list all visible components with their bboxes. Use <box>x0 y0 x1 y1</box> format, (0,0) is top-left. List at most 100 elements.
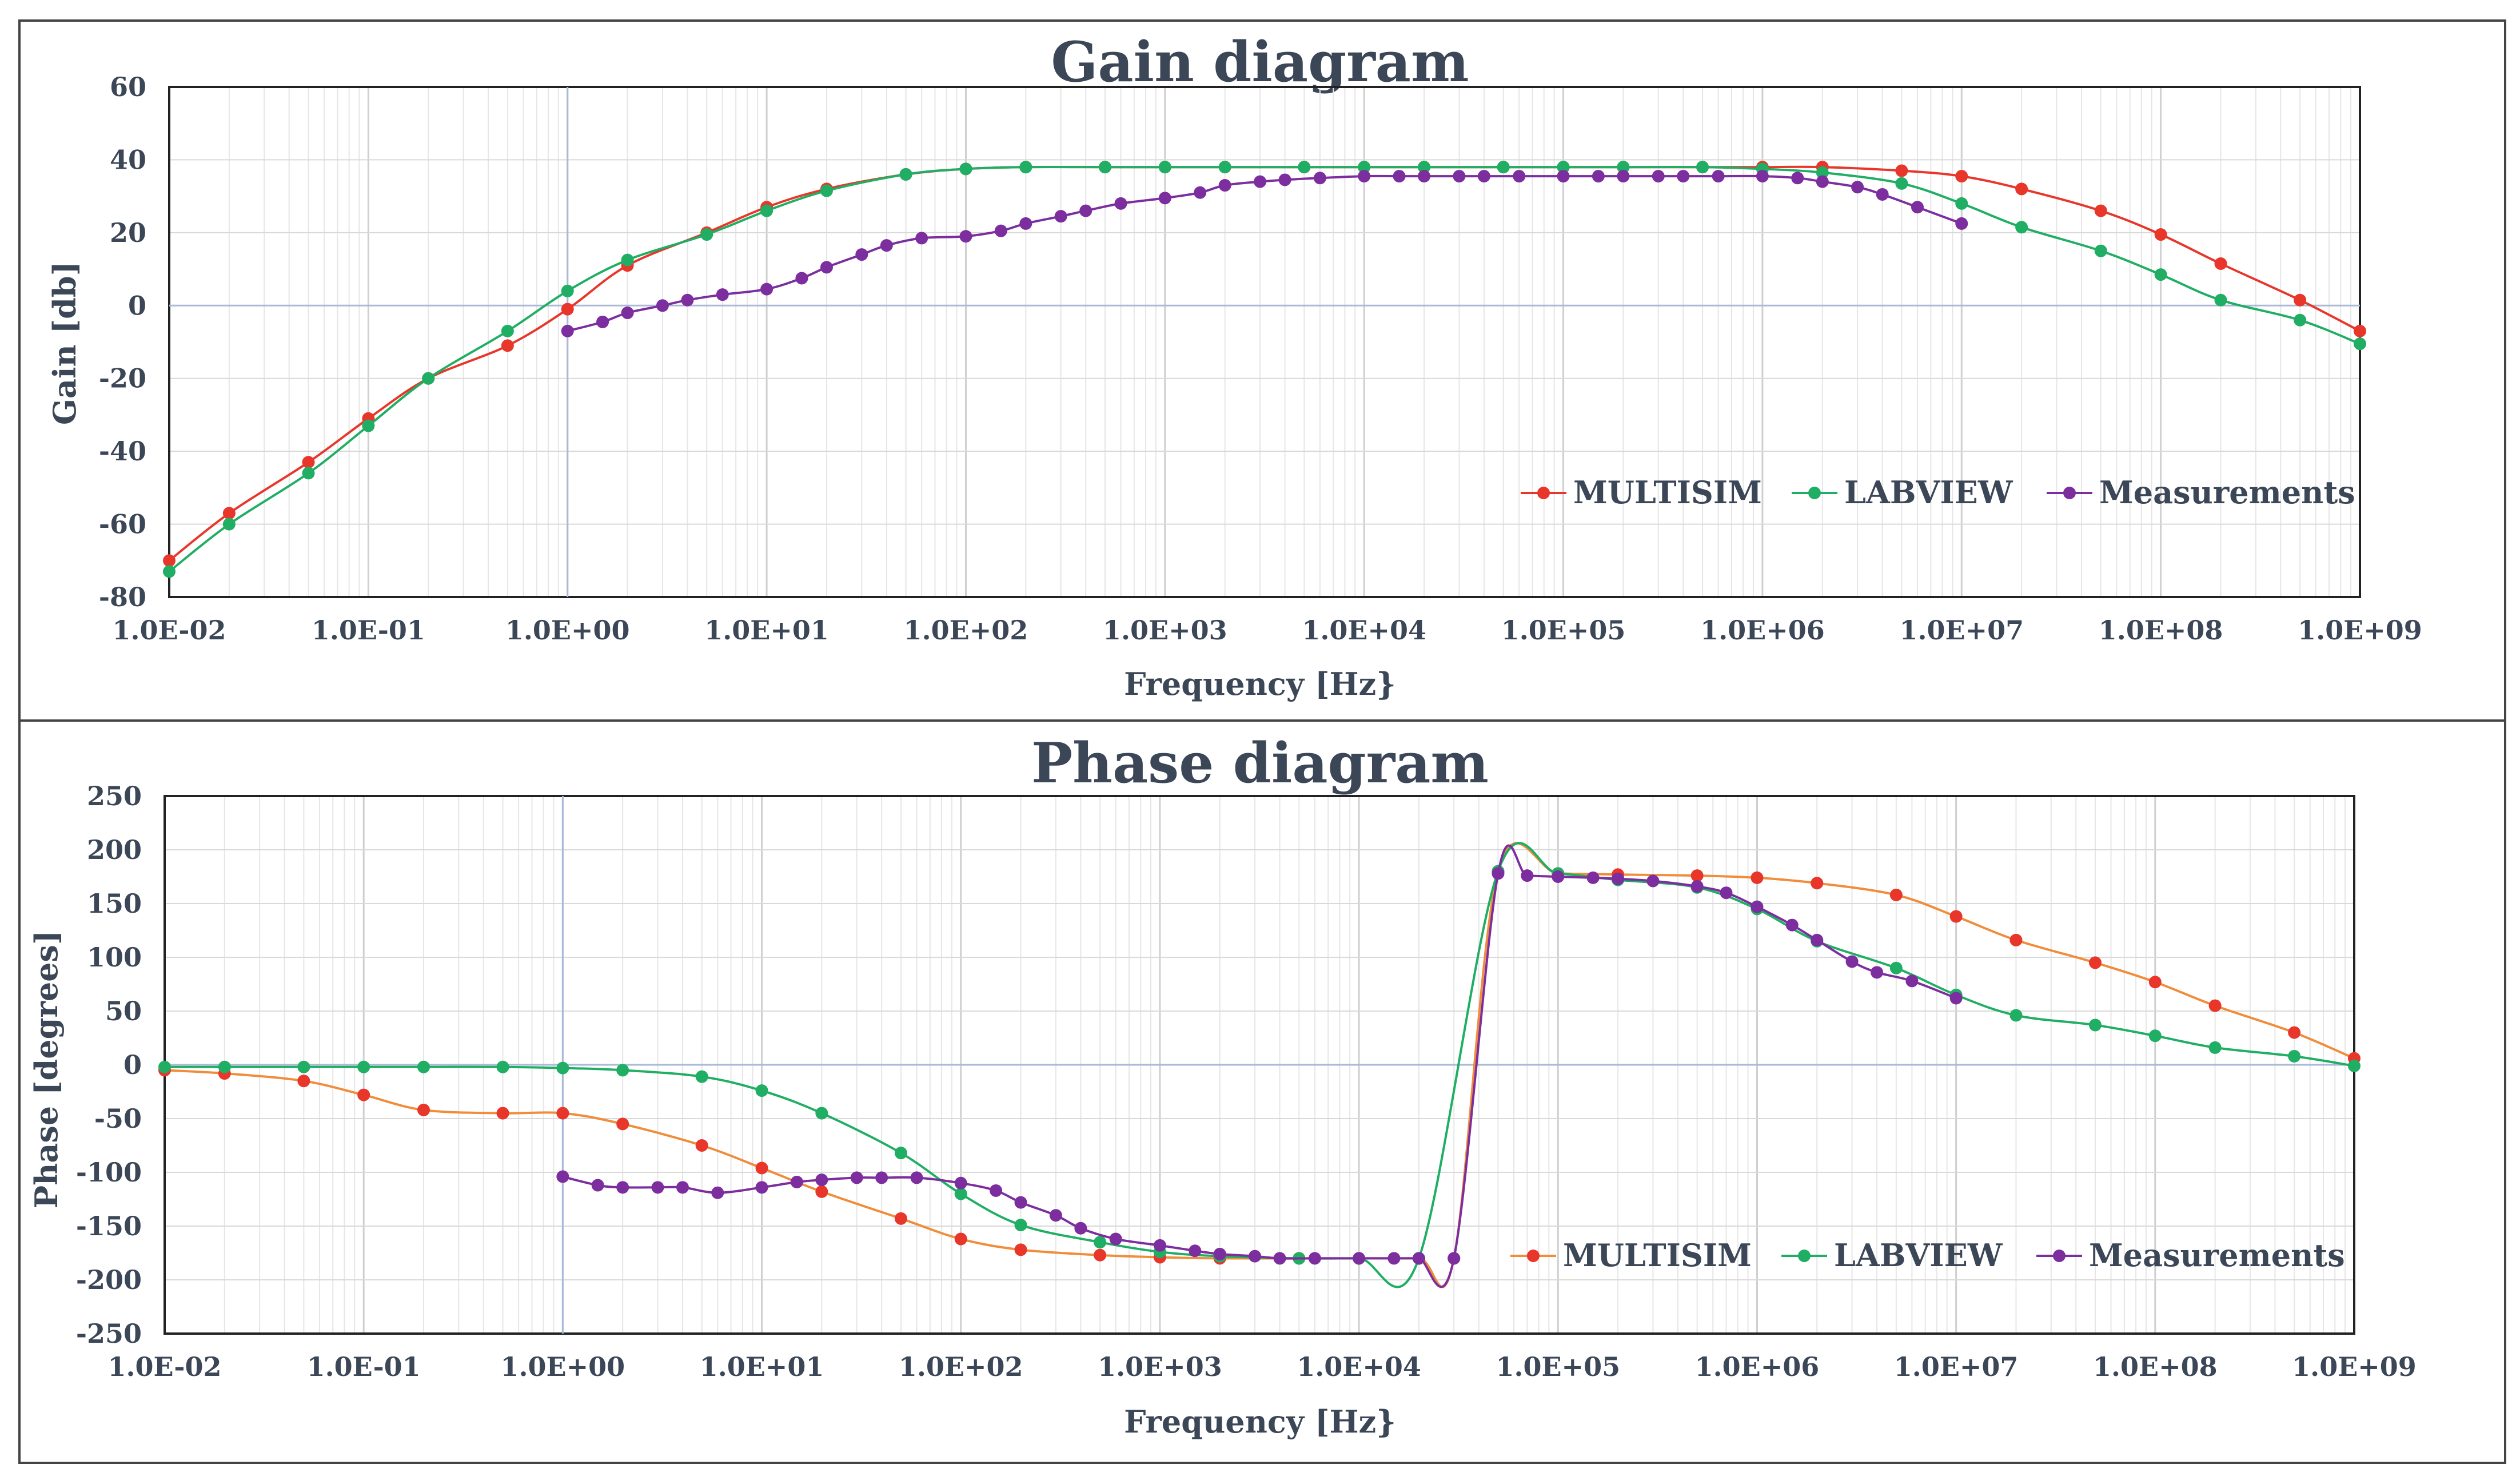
gain-legend-item-labview: LABVIEW <box>1792 474 2013 511</box>
phase-point-measurements <box>910 1171 923 1184</box>
gain-point-measurements <box>1358 170 1371 183</box>
phase-y-tick-label: 200 <box>87 834 142 865</box>
gain-point-measurements <box>1712 170 1725 183</box>
phase-point-multisim <box>1094 1248 1107 1262</box>
gain-legend-item-multisim: MULTISIM <box>1521 474 1762 511</box>
phase-point-multisim <box>2009 933 2023 946</box>
gain-point-measurements <box>1453 170 1466 183</box>
gain-point-labview <box>2294 313 2307 327</box>
gain-point-measurements <box>1218 179 1231 192</box>
gain-x-tick-label: 1.0E-02 <box>112 615 226 646</box>
phase-point-measurements <box>1273 1252 1286 1265</box>
gain-point-labview <box>1696 161 1709 174</box>
phase-x-tick-label: 1.0E+09 <box>2292 1351 2417 1382</box>
phase-point-multisim <box>1889 888 1903 901</box>
phase-series <box>158 842 2360 1288</box>
phase-point-measurements <box>591 1179 604 1192</box>
gain-point-measurements <box>855 248 868 261</box>
phase-point-multisim <box>954 1232 967 1246</box>
phase-point-multisim <box>1751 871 1764 884</box>
gain-y-tick-label: -60 <box>99 509 146 540</box>
gain-point-measurements <box>880 239 893 252</box>
gain-point-labview <box>2015 221 2028 234</box>
phase-point-measurements <box>1871 966 1884 979</box>
phase-point-multisim <box>2288 1026 2301 1039</box>
phase-point-measurements <box>1387 1252 1401 1265</box>
phase-x-tick-label: 1.0E+07 <box>1894 1351 2019 1382</box>
gain-point-multisim <box>2015 182 2028 196</box>
gain-point-multisim <box>2294 293 2307 307</box>
gain-point-multisim <box>561 303 574 316</box>
phase-point-measurements <box>1014 1196 1027 1209</box>
gain-point-labview <box>2094 244 2107 257</box>
phase-x-tick-label: 1.0E+03 <box>1098 1351 1222 1382</box>
gain-x-tick-label: 1.0E+03 <box>1103 615 1227 646</box>
phase-point-measurements <box>850 1171 863 1184</box>
phase-point-measurements <box>1785 918 1799 932</box>
phase-point-labview <box>2009 1009 2023 1022</box>
gain-y-axis-title: Gain [db] <box>46 261 83 425</box>
phase-point-measurements <box>1074 1222 1087 1235</box>
gain-x-tick-label: 1.0E-01 <box>312 615 425 646</box>
phase-y-tick-labels: 250 200 150 100 50 0 -50 -100 -150 -200 -250 <box>76 781 142 1349</box>
phase-point-measurements <box>1586 871 1600 884</box>
gain-point-measurements <box>760 283 773 296</box>
phase-y-tick-label: 250 <box>87 781 142 811</box>
phase-point-labview <box>158 1060 171 1073</box>
phase-x-tick-labels: 1.0E-02 1.0E-01 1.0E+00 1.0E+01 1.0E+02 1.0E+… <box>107 1351 2416 1382</box>
phase-point-multisim <box>2089 956 2102 969</box>
gain-series <box>163 161 2366 578</box>
phase-point-labview <box>496 1060 509 1073</box>
gain-point-labview <box>820 184 833 197</box>
phase-chart-title: Phase diagram <box>1031 731 1489 795</box>
gain-point-measurements <box>561 324 574 337</box>
gain-point-measurements <box>1477 170 1490 183</box>
gain-point-labview <box>959 162 972 176</box>
gain-point-measurements <box>1114 197 1127 210</box>
gain-point-measurements <box>1194 186 1207 199</box>
gain-point-labview <box>222 518 236 531</box>
phase-y-tick-label: 0 <box>123 1049 142 1080</box>
gain-chart: Gain diagram 60 40 20 0 -20 -40 -60 -80 1.0E-02… <box>18 19 2506 722</box>
phase-point-labview <box>616 1064 629 1077</box>
gain-point-multisim <box>302 456 315 469</box>
phase-point-measurements <box>1213 1247 1226 1260</box>
phase-x-tick-label: 1.0E+00 <box>501 1351 625 1382</box>
gain-point-labview <box>1617 161 1630 174</box>
phase-point-multisim <box>556 1107 569 1120</box>
gain-point-measurements <box>1513 170 1526 183</box>
phase-legend-label-multisim: MULTISIM <box>1563 1237 1752 1274</box>
gain-point-measurements <box>1791 172 1804 185</box>
gain-legend: MULTISIM LABVIEW Measurements <box>1521 474 2355 511</box>
gain-x-tick-label: 1.0E+04 <box>1302 615 1426 646</box>
phase-point-labview <box>218 1060 231 1073</box>
gain-point-multisim <box>1895 164 1908 177</box>
phase-point-multisim <box>2208 999 2222 1012</box>
gain-point-labview <box>1098 161 1111 174</box>
gain-point-multisim <box>2154 228 2167 241</box>
phase-point-measurements <box>1751 900 1764 913</box>
phase-point-labview <box>297 1060 310 1073</box>
phase-y-tick-label: 100 <box>87 942 142 973</box>
gain-point-labview <box>501 324 514 337</box>
gain-point-measurements <box>1079 204 1092 217</box>
gain-x-tick-label: 1.0E+01 <box>704 615 829 646</box>
phase-point-measurements <box>616 1181 629 1194</box>
phase-point-measurements <box>556 1170 569 1183</box>
phase-point-labview <box>695 1070 708 1083</box>
phase-point-measurements <box>1845 955 1859 968</box>
gain-x-tick-labels: 1.0E-02 1.0E-01 1.0E+00 1.0E+01 1.0E+02 1.0E+… <box>112 615 2422 646</box>
gain-legend-marker-measurements <box>2063 487 2076 499</box>
phase-point-measurements <box>1492 867 1505 880</box>
gain-point-multisim <box>163 554 176 567</box>
phase-legend-item-measurements: Measurements <box>2036 1237 2345 1274</box>
gain-point-measurements <box>1652 170 1665 183</box>
phase-point-measurements <box>1109 1232 1122 1246</box>
phase-point-labview <box>556 1061 569 1075</box>
gain-point-multisim <box>2094 204 2107 217</box>
gain-point-measurements <box>1617 170 1630 183</box>
phase-point-labview <box>1014 1219 1027 1232</box>
phase-chart: Phase diagram 250 200 150 100 50 0 -50 -100 -150… <box>18 719 2506 1464</box>
gain-point-labview <box>2354 337 2366 351</box>
